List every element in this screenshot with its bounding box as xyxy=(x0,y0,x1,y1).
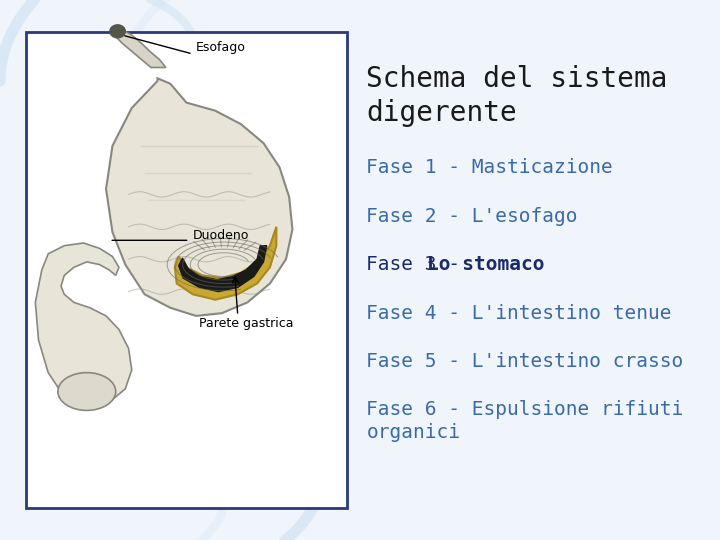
Text: Fase 3 -: Fase 3 - xyxy=(366,255,472,274)
Text: Fase 6 - Espulsione rifiuti
organici: Fase 6 - Espulsione rifiuti organici xyxy=(366,400,683,442)
Text: Fase 5 - L'intestino crasso: Fase 5 - L'intestino crasso xyxy=(366,352,683,372)
Text: Fase 4 - L'intestino tenue: Fase 4 - L'intestino tenue xyxy=(366,303,672,323)
Text: Fase 1 - Masticazione: Fase 1 - Masticazione xyxy=(366,158,613,177)
Text: Duodeno: Duodeno xyxy=(193,228,249,242)
Ellipse shape xyxy=(58,373,116,410)
Polygon shape xyxy=(175,227,276,300)
Polygon shape xyxy=(112,30,166,68)
Polygon shape xyxy=(35,243,132,408)
Text: Parete gastrica: Parete gastrica xyxy=(199,316,294,330)
Text: Lo stomaco: Lo stomaco xyxy=(427,255,544,274)
Polygon shape xyxy=(106,78,292,316)
Text: Schema del sistema
digerente: Schema del sistema digerente xyxy=(366,65,668,127)
Text: Esofago: Esofago xyxy=(196,41,246,55)
FancyBboxPatch shape xyxy=(26,32,347,508)
Circle shape xyxy=(110,25,125,38)
Polygon shape xyxy=(179,246,266,292)
Text: Fase 2 - L'esofago: Fase 2 - L'esofago xyxy=(366,206,578,226)
